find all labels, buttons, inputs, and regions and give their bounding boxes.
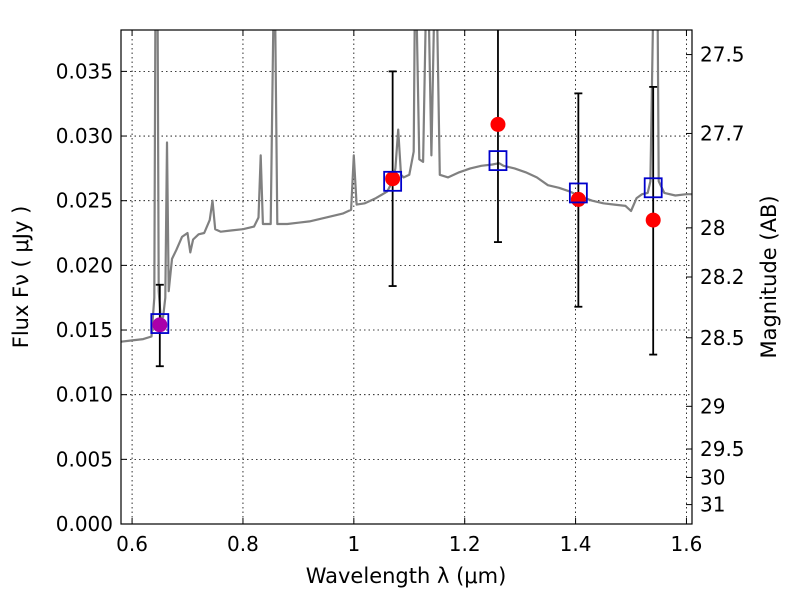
observed-point	[385, 171, 401, 187]
x-tick-label: 1.4	[560, 532, 592, 556]
axis-ticks	[121, 30, 692, 525]
observed-point	[645, 212, 661, 228]
right-tick-label: 29	[700, 394, 725, 418]
observed-point	[570, 191, 586, 207]
model-points	[150, 150, 663, 334]
right-tick-label: 27.5	[700, 43, 745, 67]
x-tick-label: 1	[347, 532, 360, 556]
model-point	[643, 177, 663, 199]
x-axis-label: Wavelength λ (μm)	[306, 564, 507, 588]
right-tick-label: 30	[700, 465, 725, 489]
right-tick-label: 28.5	[700, 326, 745, 350]
y-tick-label: 0.005	[56, 447, 113, 471]
y-tick-label: 0.020	[56, 253, 113, 277]
x-tick-label: 1.6	[671, 532, 703, 556]
model-point	[383, 170, 403, 192]
tick-labels: 0.6 0.8 1 1.2 1.4 1.6 0.000 0.005 0.010 0.015 0.02…	[56, 43, 745, 556]
observed-point	[490, 116, 506, 132]
right-tick-label: 27.7	[700, 121, 745, 145]
x-tick-label: 1.2	[449, 532, 481, 556]
right-tick-label: 29.5	[700, 437, 745, 461]
right-axis-label: Magnitude (AB)	[757, 195, 781, 358]
right-tick-label: 31	[700, 493, 725, 517]
model-point	[568, 182, 588, 204]
plot-background	[121, 30, 692, 524]
y-tick-label: 0.015	[56, 318, 113, 342]
x-tick-label: 0.6	[116, 532, 148, 556]
plot-area	[121, 30, 692, 368]
y-axis-label: Flux Fν ( μJy )	[9, 206, 33, 349]
model-point	[150, 313, 170, 334]
model-point	[488, 150, 508, 172]
right-tick-label: 28	[700, 216, 725, 240]
y-tick-label: 0.030	[56, 124, 113, 148]
x-tick-label: 0.8	[227, 532, 259, 556]
y-tick-label: 0.025	[56, 189, 113, 213]
y-tick-label: 0.035	[56, 59, 113, 83]
y-tick-label: 0.010	[56, 383, 113, 407]
observed-point	[152, 317, 168, 333]
right-tick-label: 28.2	[700, 265, 745, 289]
y-tick-label: 0.000	[56, 512, 113, 536]
